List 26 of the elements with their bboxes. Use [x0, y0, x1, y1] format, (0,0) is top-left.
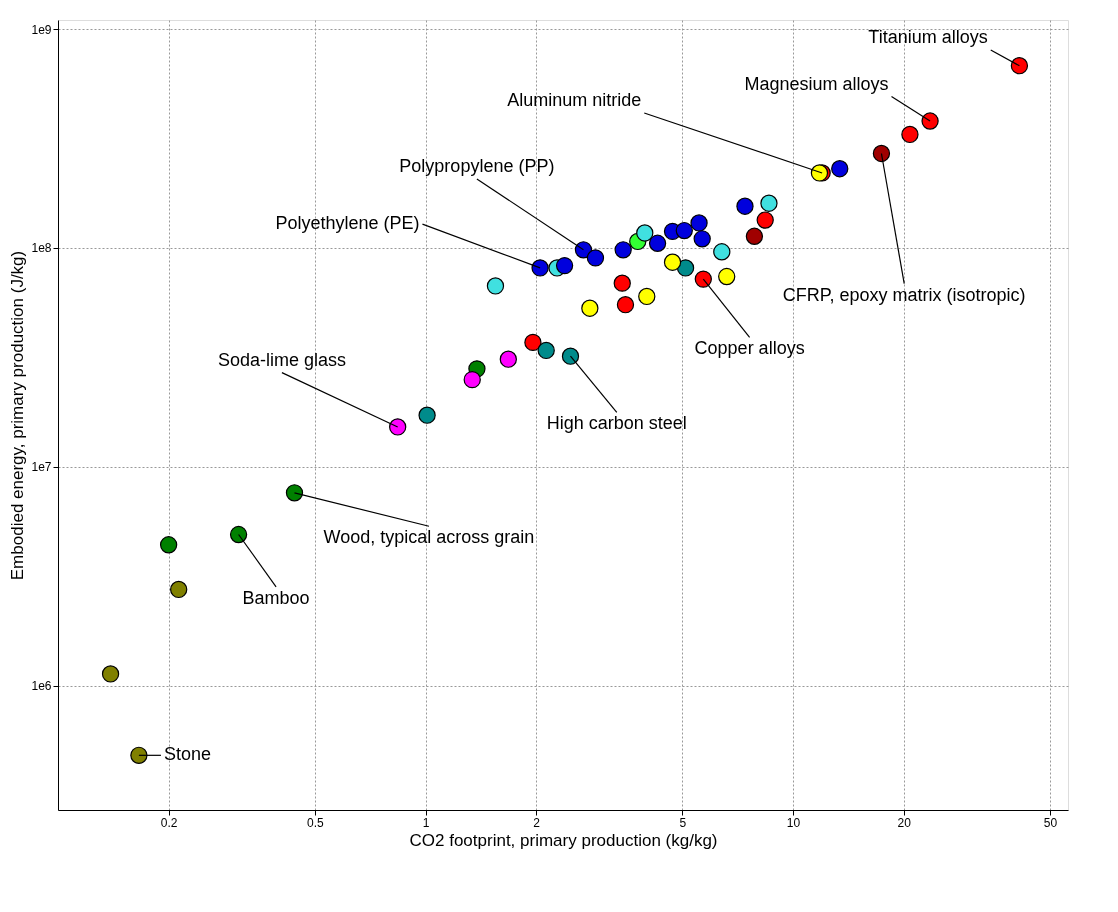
x-tick-label: 1 [422, 815, 430, 830]
x-tick-label: 50 [1043, 815, 1058, 830]
annotation: Titanium alloys [868, 26, 988, 47]
annotation: CFRP, epoxy matrix (isotropic) [782, 284, 1026, 305]
x-tick-label: 20 [897, 815, 912, 830]
annotation: Polypropylene (PP) [399, 155, 555, 176]
x-tick-label: 0.5 [307, 815, 325, 830]
x-axis-title: CO2 footprint, primary production (kg/kg) [409, 830, 718, 850]
x-tick-label: 10 [786, 815, 801, 830]
y-tick-label: 1e8 [31, 241, 52, 256]
annotation: High carbon steel [546, 413, 687, 434]
y-axis-title: Embodied energy, primary production (J/kg) [8, 250, 28, 581]
y-tick-label: 1e7 [31, 460, 52, 475]
y-tick-label: 1e9 [31, 22, 52, 37]
annotation: Aluminum nitride [507, 90, 642, 110]
annotation: Polyethylene (PE) [275, 213, 420, 234]
annotation: Stone [163, 744, 211, 765]
x-tick-label: 2 [533, 815, 541, 830]
x-tick-label: 5 [679, 815, 687, 830]
annotation: Magnesium alloys [744, 73, 889, 94]
annotation: Bamboo [242, 587, 310, 608]
annotation: Wood, typical across grain [323, 527, 535, 548]
annotation: Copper alloys [694, 338, 805, 359]
y-tick-label: 1e6 [31, 679, 52, 694]
annotation: Soda-lime glass [217, 349, 346, 370]
x-tick-label: 0.2 [160, 815, 178, 830]
